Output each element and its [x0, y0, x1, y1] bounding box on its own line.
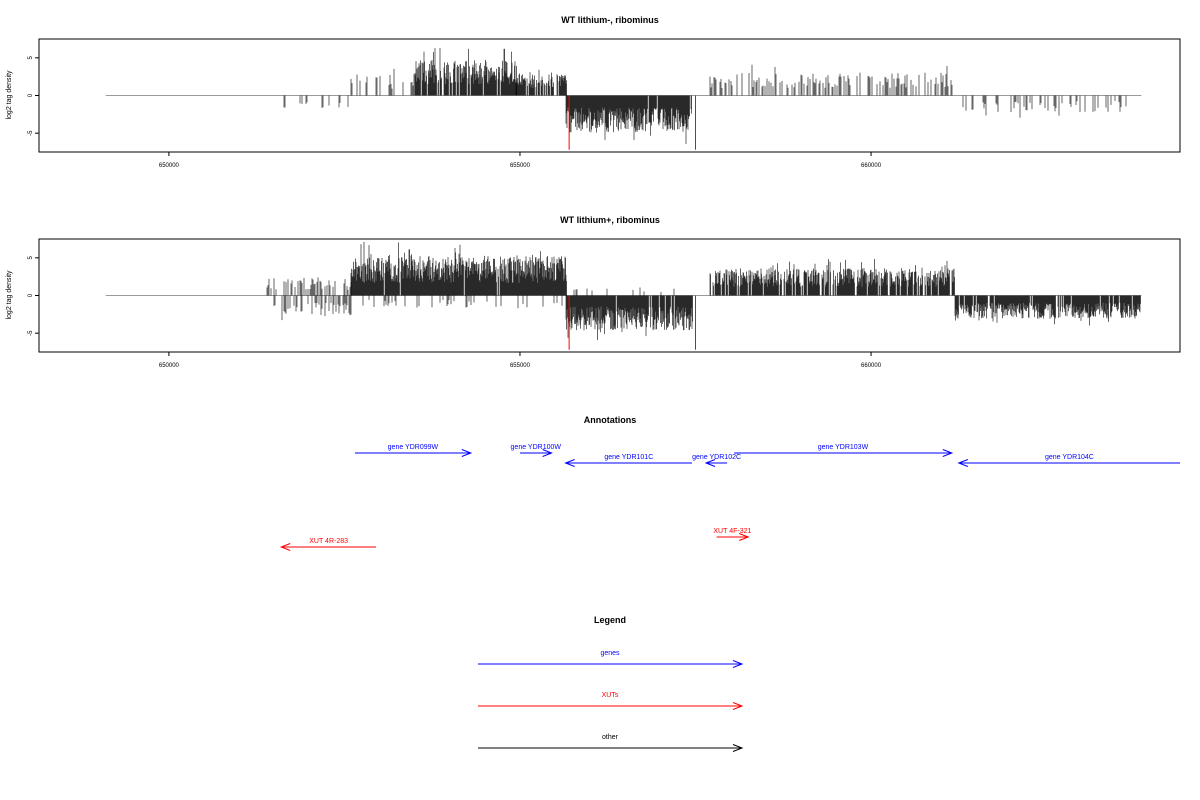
legend-items: genes XUTs other — [478, 650, 744, 752]
legend-item-other: other — [478, 734, 744, 752]
x-tick-label: 650000 — [159, 163, 180, 169]
annotation-arrow-arrowhead — [738, 533, 750, 541]
x-tick-label: 650000 — [159, 363, 180, 369]
panel-1-axes: -5 0 5 650000 655000 660000 — [28, 56, 882, 169]
annotation-arrow-arrowhead — [461, 449, 473, 457]
y-tick-label: 0 — [28, 93, 34, 97]
annotation-feature: gene YDR100W — [511, 444, 562, 457]
annotation-feature: gene YDR101C — [564, 454, 693, 467]
panel-2-title: WT lithium+, ribominus — [560, 215, 660, 225]
annotation-arrow-arrowhead — [542, 449, 553, 457]
annotation-arrow-arrowhead — [942, 449, 954, 457]
annotation-label: gene YDR101C — [604, 454, 653, 461]
y-tick-label: -5 — [28, 330, 34, 336]
annotation-label: gene YDR102C — [692, 454, 741, 461]
annotation-feature: XUT 4F-321 — [713, 528, 751, 541]
legend-arrow-arrowhead — [732, 744, 744, 752]
annotation-features: gene YDR099W gene YDR100W gene YDR101C gene… — [279, 444, 1180, 551]
legend-item-xut: XUTs — [478, 692, 744, 710]
coverage-panel-2: WT lithium+, ribominus log2 tag density … — [6, 215, 1181, 369]
annotation-arrow-arrowhead — [279, 543, 291, 551]
panel-1-bars — [105, 47, 1142, 150]
annotation-arrow-arrowhead — [704, 459, 716, 467]
x-tick-label: 655000 — [510, 163, 531, 169]
annotation-label: gene YDR100W — [511, 444, 562, 451]
annotations-track: Annotations gene YDR099W gene YDR100Wgene… — [279, 415, 1180, 551]
annotation-label: gene YDR099W — [388, 444, 439, 451]
coverage-panel-1: WT lithium-, ribominus log2 tag density … — [6, 15, 1181, 169]
x-tick-label: 655000 — [510, 363, 531, 369]
annotation-arrow-arrowhead — [564, 459, 575, 467]
annotation-feature: gene YDR102C — [692, 454, 741, 467]
annotation-label: XUT 4F-321 — [713, 528, 751, 535]
x-tick-label: 660000 — [861, 163, 882, 169]
legend-label: XUTs — [602, 692, 619, 699]
legend-item-gene: genes — [478, 650, 744, 668]
annotations-title: Annotations — [584, 415, 637, 425]
x-tick-label: 660000 — [861, 363, 882, 369]
y-tick-label: 5 — [28, 56, 34, 60]
legend-title: Legend — [594, 615, 626, 625]
panel-2-ylabel: log2 tag density — [6, 270, 13, 320]
legend-label: other — [602, 734, 619, 741]
annotation-label: gene YDR104C — [1045, 454, 1094, 461]
panel-2-axes: -5 0 5 650000 655000 660000 — [28, 256, 882, 369]
legend-arrow-arrowhead — [732, 660, 744, 668]
panel-1-title: WT lithium-, ribominus — [561, 15, 659, 25]
annotation-label: XUT 4R-283 — [309, 538, 348, 545]
annotation-label: gene YDR103W — [818, 444, 869, 451]
annotation-feature: gene YDR104C — [957, 454, 1180, 467]
legend-arrow-arrowhead — [732, 702, 744, 710]
y-tick-label: 5 — [28, 256, 34, 260]
annotation-feature: gene YDR103W — [734, 444, 954, 457]
legend-label: genes — [600, 650, 620, 657]
annotation-feature: gene YDR099W — [354, 444, 473, 457]
legend: Legend genes XUTs other — [478, 615, 744, 752]
panel-2-bars — [105, 241, 1142, 350]
panel-1-ylabel: log2 tag density — [6, 70, 13, 120]
y-tick-label: 0 — [28, 293, 34, 297]
annotation-arrow-arrowhead — [957, 459, 969, 467]
y-tick-label: -5 — [28, 130, 34, 136]
annotation-feature: XUT 4R-283 — [279, 538, 377, 551]
